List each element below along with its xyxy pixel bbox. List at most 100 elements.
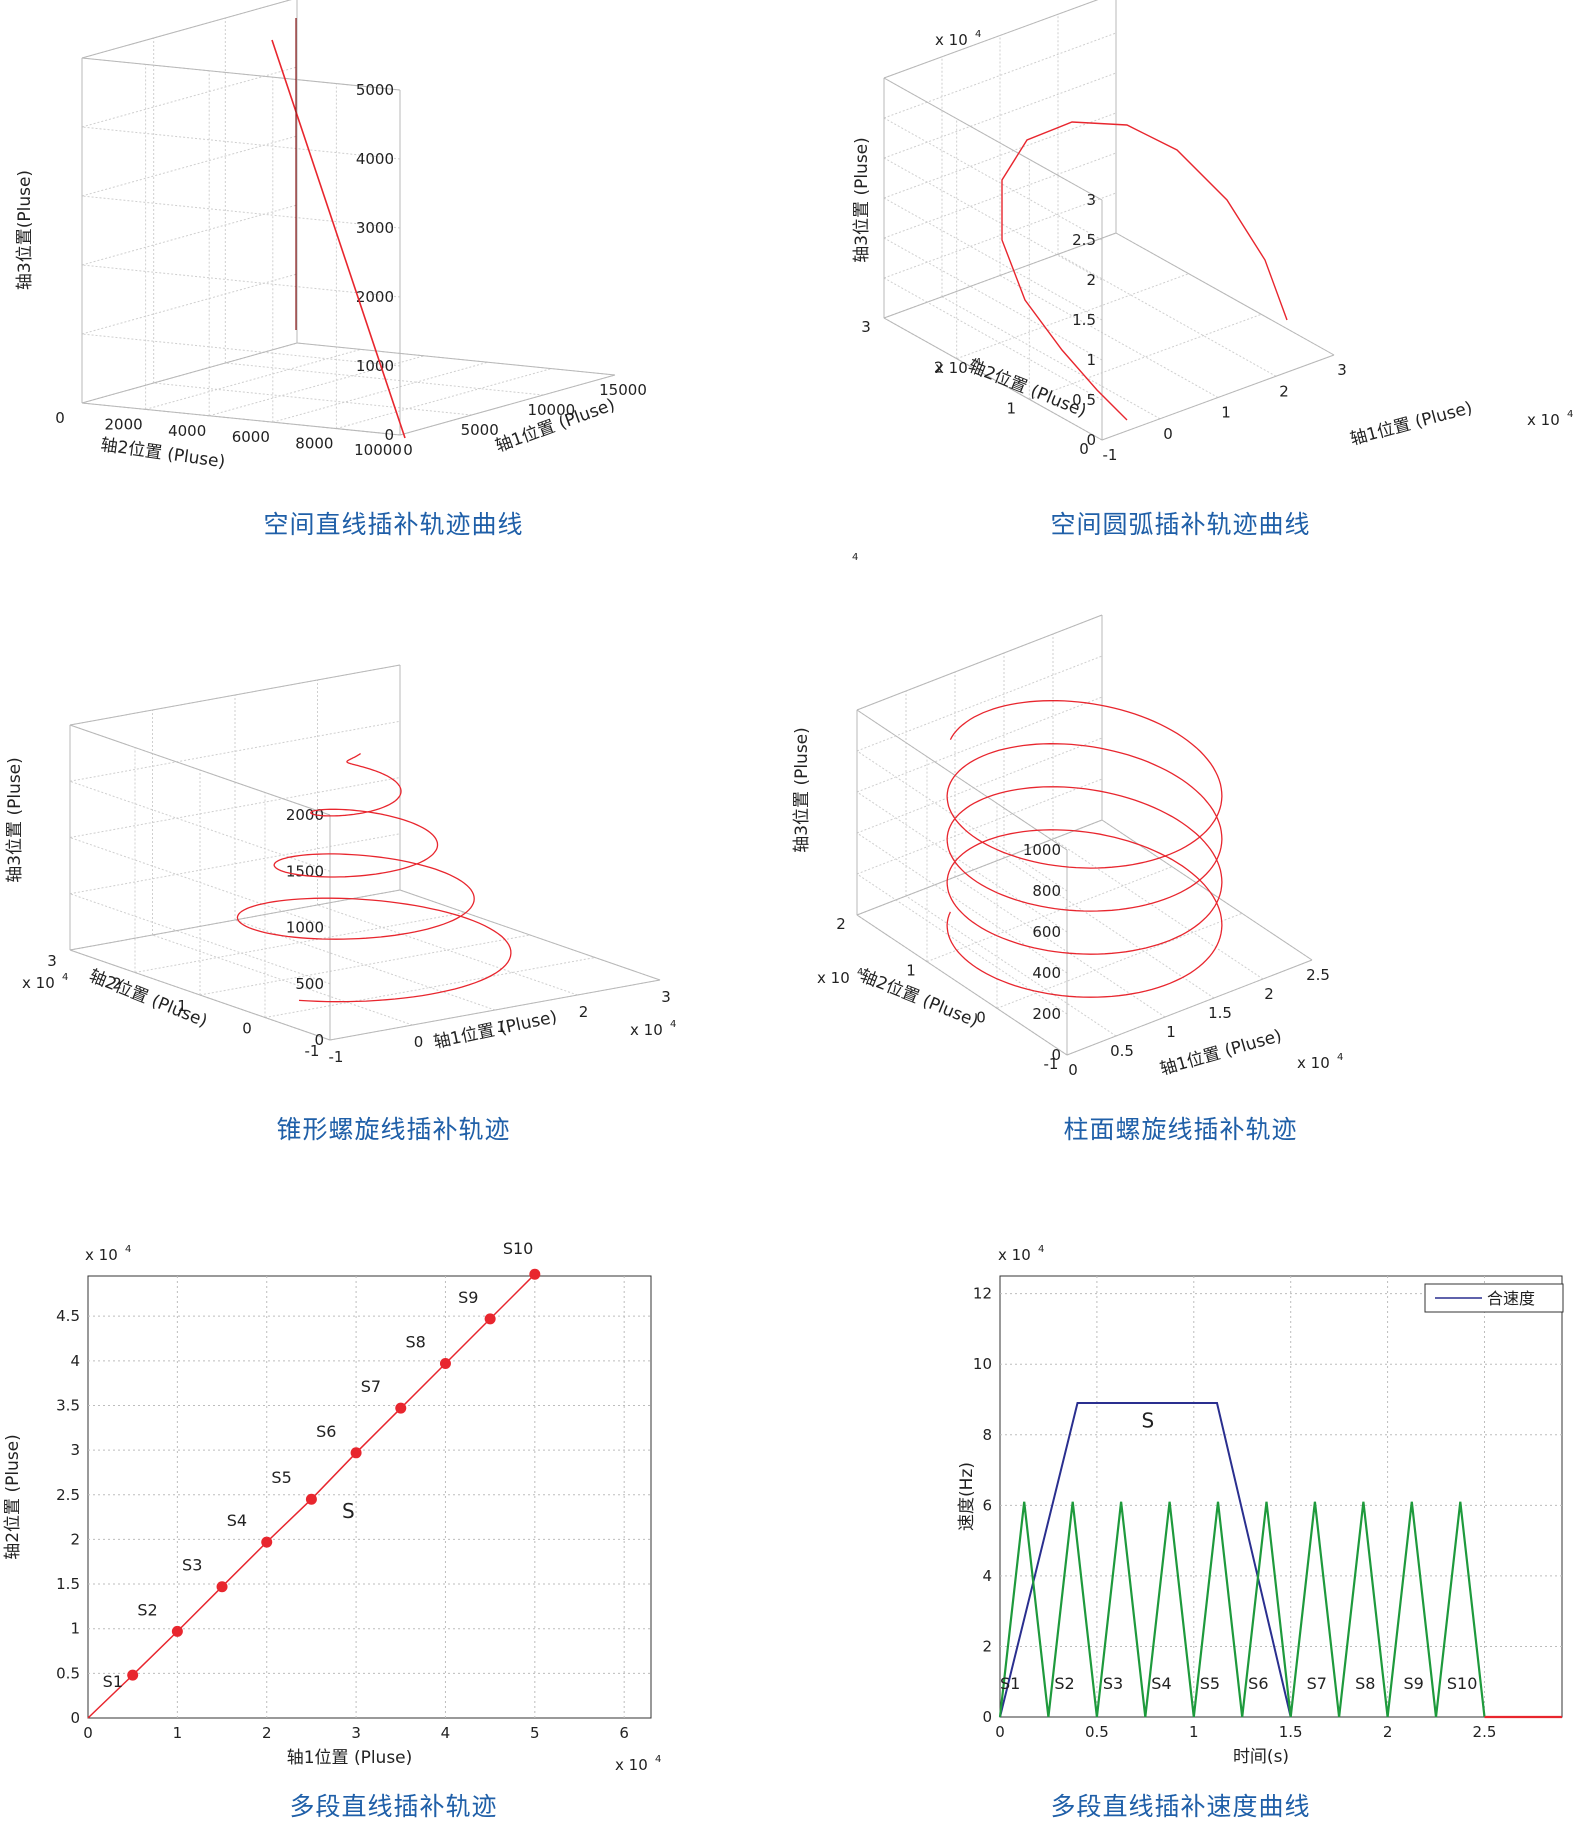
axis-y — [883, 317, 1103, 441]
z-tick-label: 3000 — [356, 219, 394, 237]
segment-label: S4 — [227, 1511, 247, 1530]
frame-edge — [69, 724, 331, 816]
frame-edge — [81, 342, 298, 404]
segment-label: S8 — [1355, 1674, 1375, 1693]
legend-label: 合速度 — [1487, 1289, 1535, 1308]
y-tick-label: 3 — [861, 318, 871, 336]
x-axis-label: 轴1位置 (Pluse) — [287, 1748, 413, 1768]
x-tick-label: 0.5 — [1085, 1723, 1109, 1741]
y-tick-label: -1 — [305, 1042, 320, 1060]
x-tick-label: 6 — [619, 1724, 629, 1742]
panel-line3d: 0 5000 10000 15000 10000 8000 6000 4000 2000 0 0 10… — [0, 0, 787, 560]
y-tick-label: 0 — [70, 1709, 80, 1727]
grid-side-z — [883, 277, 1103, 401]
grid-floor-y — [272, 361, 488, 423]
grid-floor-y — [1029, 313, 1262, 400]
frame-edge — [856, 709, 1068, 851]
z-tick-label: 1000 — [286, 919, 324, 937]
grid-back-z — [81, 135, 298, 197]
y-tick-label: 4000 — [168, 422, 206, 440]
x-tick-label: 15000 — [599, 381, 647, 399]
y-tick-label: 0 — [1079, 440, 1089, 458]
grid-side-z — [81, 195, 401, 229]
segment-label: S2 — [137, 1600, 157, 1619]
segment-label: S3 — [182, 1556, 202, 1575]
x-tick-label: 0 — [414, 1033, 424, 1051]
x-axis-label: 轴1位置 (Pluse) — [432, 1007, 559, 1053]
z-tick-label: 2000 — [356, 288, 394, 306]
grid-back-z — [856, 737, 1103, 834]
segment-label: S9 — [1404, 1674, 1424, 1693]
segment-label: S1 — [103, 1672, 123, 1691]
panel-arc3d: -1 0 1 2 3 3 2 1 0 0 0.5 1 1.5 2 2.5 3 轴1位置 (Pluse) 轴2位置 … — [787, 0, 1574, 560]
frame-edge — [81, 57, 401, 91]
segment-point — [395, 1402, 407, 1414]
y-tick-label: 3.5 — [56, 1396, 80, 1414]
grid-back-z — [856, 655, 1103, 752]
x-tick-label: 2 — [1383, 1723, 1393, 1741]
grid-floor-y — [209, 355, 425, 417]
axis-x — [1101, 354, 1335, 441]
y-axis-label: 轴2位置 (Pluse) — [965, 356, 1089, 422]
grid-side-z — [81, 333, 401, 367]
y-tick-label: 10000 — [354, 441, 402, 459]
multiplier-z: x 10 — [935, 31, 968, 49]
z-axis-label: 轴3位置 (Pluse) — [792, 727, 812, 853]
z-tick-label: 0 — [1086, 431, 1096, 449]
segment-label: S4 — [1151, 1674, 1171, 1693]
frame-edge — [856, 819, 1103, 916]
z-axis-label: 轴3位置(Pluse) — [15, 170, 35, 290]
axis-y — [856, 914, 1068, 1056]
x-tick-label: 3 — [351, 1724, 361, 1742]
grid-back-z — [883, 72, 1117, 159]
x-tick-label: -1 — [329, 1048, 344, 1066]
segment-label: S7 — [361, 1377, 381, 1396]
y-tick-label: 1 — [177, 997, 187, 1015]
x-tick-label: 2 — [579, 1003, 589, 1021]
y-tick-label: 8000 — [295, 435, 333, 453]
grid-floor-y — [956, 273, 1189, 360]
y-tick-label: -1 — [1044, 1055, 1059, 1073]
axis-x — [1066, 959, 1313, 1056]
annotation-s: S — [342, 1499, 355, 1523]
x-tick-label: 4 — [441, 1724, 451, 1742]
y-tick-label: 0.5 — [56, 1664, 80, 1682]
series-0 — [999, 1402, 1292, 1718]
grid-floor-x — [152, 934, 413, 1026]
z-tick-label: 0 — [384, 426, 394, 444]
x-tick-label: 2 — [262, 1724, 272, 1742]
x-tick-label: 1 — [1166, 1023, 1176, 1041]
frame-edge — [296, 342, 616, 376]
y-tick-label: 6 — [982, 1496, 992, 1514]
panel-cone3d: -1 0 1 2 3 3 2 1 0 -1 0 500 1000 1500 2000 轴1位置 (Pluse)… — [0, 620, 787, 1160]
y-tick-label: 0 — [982, 1708, 992, 1726]
frame-edge — [81, 0, 292, 59]
y-tick-label: 2.5 — [56, 1486, 80, 1504]
multiplier-y-sup: 4 — [975, 357, 981, 368]
x-tick-label: 5 — [530, 1724, 540, 1742]
segment-point — [171, 1625, 183, 1637]
series-arc — [1001, 121, 1288, 421]
frame-edge — [883, 232, 1117, 319]
x-axis-label: 轴1位置 (Pluse) — [1348, 398, 1474, 450]
grid-floor-x — [225, 362, 544, 396]
z-tick-label: 1 — [1086, 351, 1096, 369]
y-tick-label: 3 — [70, 1441, 80, 1459]
panel-cyl3d: 0 0.5 1 1.5 2 2.5 2 1 0 -1 0 200 400 600 800 1000 轴1位置 (… — [787, 552, 1574, 1160]
z-tick-label: 1.5 — [1072, 311, 1096, 329]
x-tick-label: 0 — [403, 441, 413, 459]
y-tick-label: 1 — [1007, 399, 1017, 417]
segment-label: S3 — [1103, 1674, 1123, 1693]
series-cylinder-helix — [946, 700, 1223, 998]
z-tick-label: 2.5 — [1072, 231, 1096, 249]
y-axis-label: 轴2位置 (Pluse) — [86, 966, 210, 1032]
grid-back-z — [81, 66, 298, 128]
segment-label: S8 — [405, 1333, 425, 1352]
segment-label: S2 — [1054, 1674, 1074, 1693]
grid-back-z — [883, 192, 1117, 279]
y-tick-label: 4 — [70, 1352, 80, 1370]
z-exp-sup: 4 — [852, 552, 858, 563]
axis-x — [329, 979, 661, 1041]
